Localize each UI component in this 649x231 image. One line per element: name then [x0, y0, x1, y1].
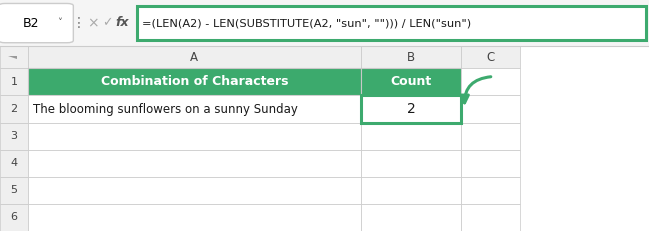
- Bar: [0, 95, 28, 123]
- Bar: [28, 177, 361, 204]
- Text: 1: 1: [10, 77, 18, 87]
- Bar: [0, 177, 28, 204]
- Bar: [28, 123, 361, 150]
- Text: =(LEN(A2) - LEN(SUBSTITUTE(A2, "sun", ""))) / LEN("sun"): =(LEN(A2) - LEN(SUBSTITUTE(A2, "sun", ""…: [142, 18, 471, 28]
- Text: B2: B2: [23, 17, 40, 30]
- Bar: [0, 0, 649, 46]
- Text: Combination of Characters: Combination of Characters: [101, 76, 288, 88]
- Bar: [361, 204, 461, 231]
- Text: 2: 2: [407, 102, 415, 116]
- Text: ✓: ✓: [102, 17, 112, 30]
- Bar: [0, 46, 28, 68]
- FancyArrowPatch shape: [461, 77, 491, 103]
- Text: ˅: ˅: [56, 18, 62, 28]
- Text: A: A: [190, 51, 199, 64]
- Text: 6: 6: [10, 213, 18, 222]
- Text: ×: ×: [87, 16, 99, 30]
- Text: C: C: [487, 51, 495, 64]
- Bar: [461, 204, 520, 231]
- Bar: [461, 95, 520, 123]
- Bar: [461, 150, 520, 177]
- Bar: [361, 68, 461, 95]
- Text: ⋮: ⋮: [71, 16, 86, 30]
- Bar: [28, 150, 361, 177]
- Bar: [0, 68, 28, 95]
- Bar: [361, 95, 461, 123]
- Bar: [361, 46, 461, 68]
- Bar: [28, 68, 361, 95]
- Text: fx: fx: [116, 16, 129, 29]
- Polygon shape: [8, 56, 17, 58]
- Bar: [461, 46, 520, 68]
- Bar: [461, 68, 520, 95]
- FancyBboxPatch shape: [137, 6, 646, 40]
- Bar: [0, 150, 28, 177]
- Bar: [0, 123, 28, 150]
- Text: Count: Count: [391, 76, 432, 88]
- Text: 4: 4: [10, 158, 18, 168]
- Bar: [28, 204, 361, 231]
- Bar: [361, 150, 461, 177]
- Bar: [361, 177, 461, 204]
- Bar: [28, 46, 361, 68]
- Text: 2: 2: [10, 104, 18, 114]
- Bar: [461, 177, 520, 204]
- Bar: [361, 123, 461, 150]
- Text: B: B: [407, 51, 415, 64]
- Bar: [28, 95, 361, 123]
- Bar: [0, 204, 28, 231]
- FancyBboxPatch shape: [0, 3, 73, 43]
- Text: The blooming sunflowers on a sunny Sunday: The blooming sunflowers on a sunny Sunda…: [33, 103, 298, 116]
- Bar: [461, 123, 520, 150]
- Text: 3: 3: [10, 131, 18, 141]
- Text: 5: 5: [10, 185, 18, 195]
